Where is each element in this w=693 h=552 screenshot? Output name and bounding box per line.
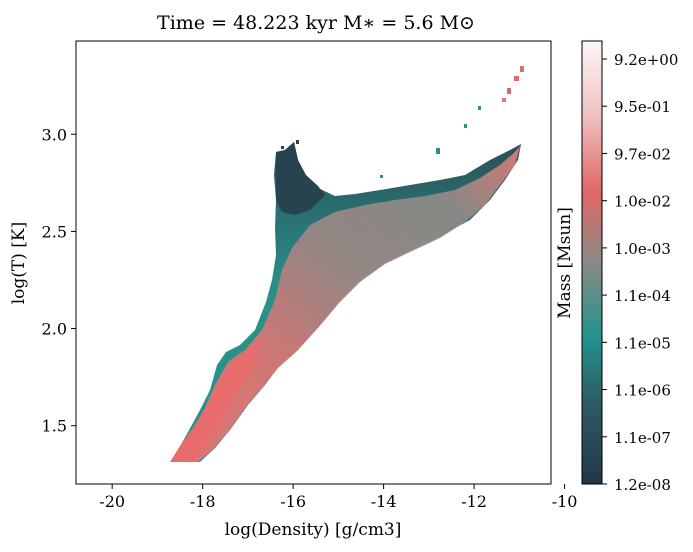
colorbar-tick-label: 1.1e-04 <box>614 287 671 305</box>
colorbar-tick-label: 9.5e-01 <box>614 98 671 116</box>
x-axis-label: log(Density) [g/cm3] <box>225 520 402 540</box>
colorbar-label: Mass [Msun] <box>555 207 575 319</box>
colorbar-tick-label: 1.2e-08 <box>614 476 671 494</box>
colorbar <box>581 40 603 485</box>
x-tick-label: -14 <box>371 492 397 511</box>
x-tick-label: -10 <box>552 492 578 511</box>
x-tick-label: -12 <box>461 492 487 511</box>
sparse-cell <box>507 88 511 94</box>
colorbar-tick-label: 1.0e-02 <box>614 193 671 211</box>
x-tick-label: -18 <box>190 492 216 511</box>
heatmap-main-body <box>172 146 520 462</box>
heatmap-region <box>170 66 524 462</box>
y-tick-label: 3.0 <box>42 125 67 144</box>
colorbar-tick-label: 9.7e-02 <box>614 145 671 163</box>
x-axis-ticks: -20 -18 -16 -14 -12 -10 <box>99 484 577 511</box>
colorbar-ticks: 9.2e+00 9.5e-01 9.7e-02 1.0e-02 1.0e-03 1.1e-… <box>602 51 678 494</box>
sparse-cell <box>520 66 524 72</box>
x-tick-label: -20 <box>99 492 125 511</box>
colorbar-tick-label: 9.2e+00 <box>614 51 678 69</box>
sparse-cell <box>514 76 519 81</box>
sparse-cell <box>464 124 467 128</box>
sparse-cell <box>296 140 299 144</box>
y-tick-label: 1.5 <box>42 417 67 436</box>
chart-title: Time = 48.223 kyr M∗ = 5.6 M⊙ <box>157 12 475 34</box>
y-axis-ticks: 1.5 2.0 2.5 3.0 <box>42 125 76 436</box>
sparse-cell <box>478 106 481 110</box>
sparse-cell <box>281 146 284 149</box>
heatmap-dark-cap <box>276 142 325 215</box>
sparse-cell <box>380 175 383 178</box>
heatmap-high-mass-ridge <box>170 338 262 462</box>
y-tick-label: 2.5 <box>42 222 67 241</box>
x-tick-label: -16 <box>280 492 306 511</box>
colorbar-tick-label: 1.0e-03 <box>614 240 671 258</box>
y-tick-label: 2.0 <box>42 320 67 339</box>
plot-frame <box>75 40 552 485</box>
sparse-cell <box>502 98 506 102</box>
sparse-cell <box>436 148 440 154</box>
colorbar-tick-label: 1.1e-05 <box>614 334 671 352</box>
y-axis-label: log(T) [K] <box>9 222 29 305</box>
colorbar-tick-label: 1.1e-06 <box>614 382 671 400</box>
colorbar-tick-label: 1.1e-07 <box>614 429 671 447</box>
